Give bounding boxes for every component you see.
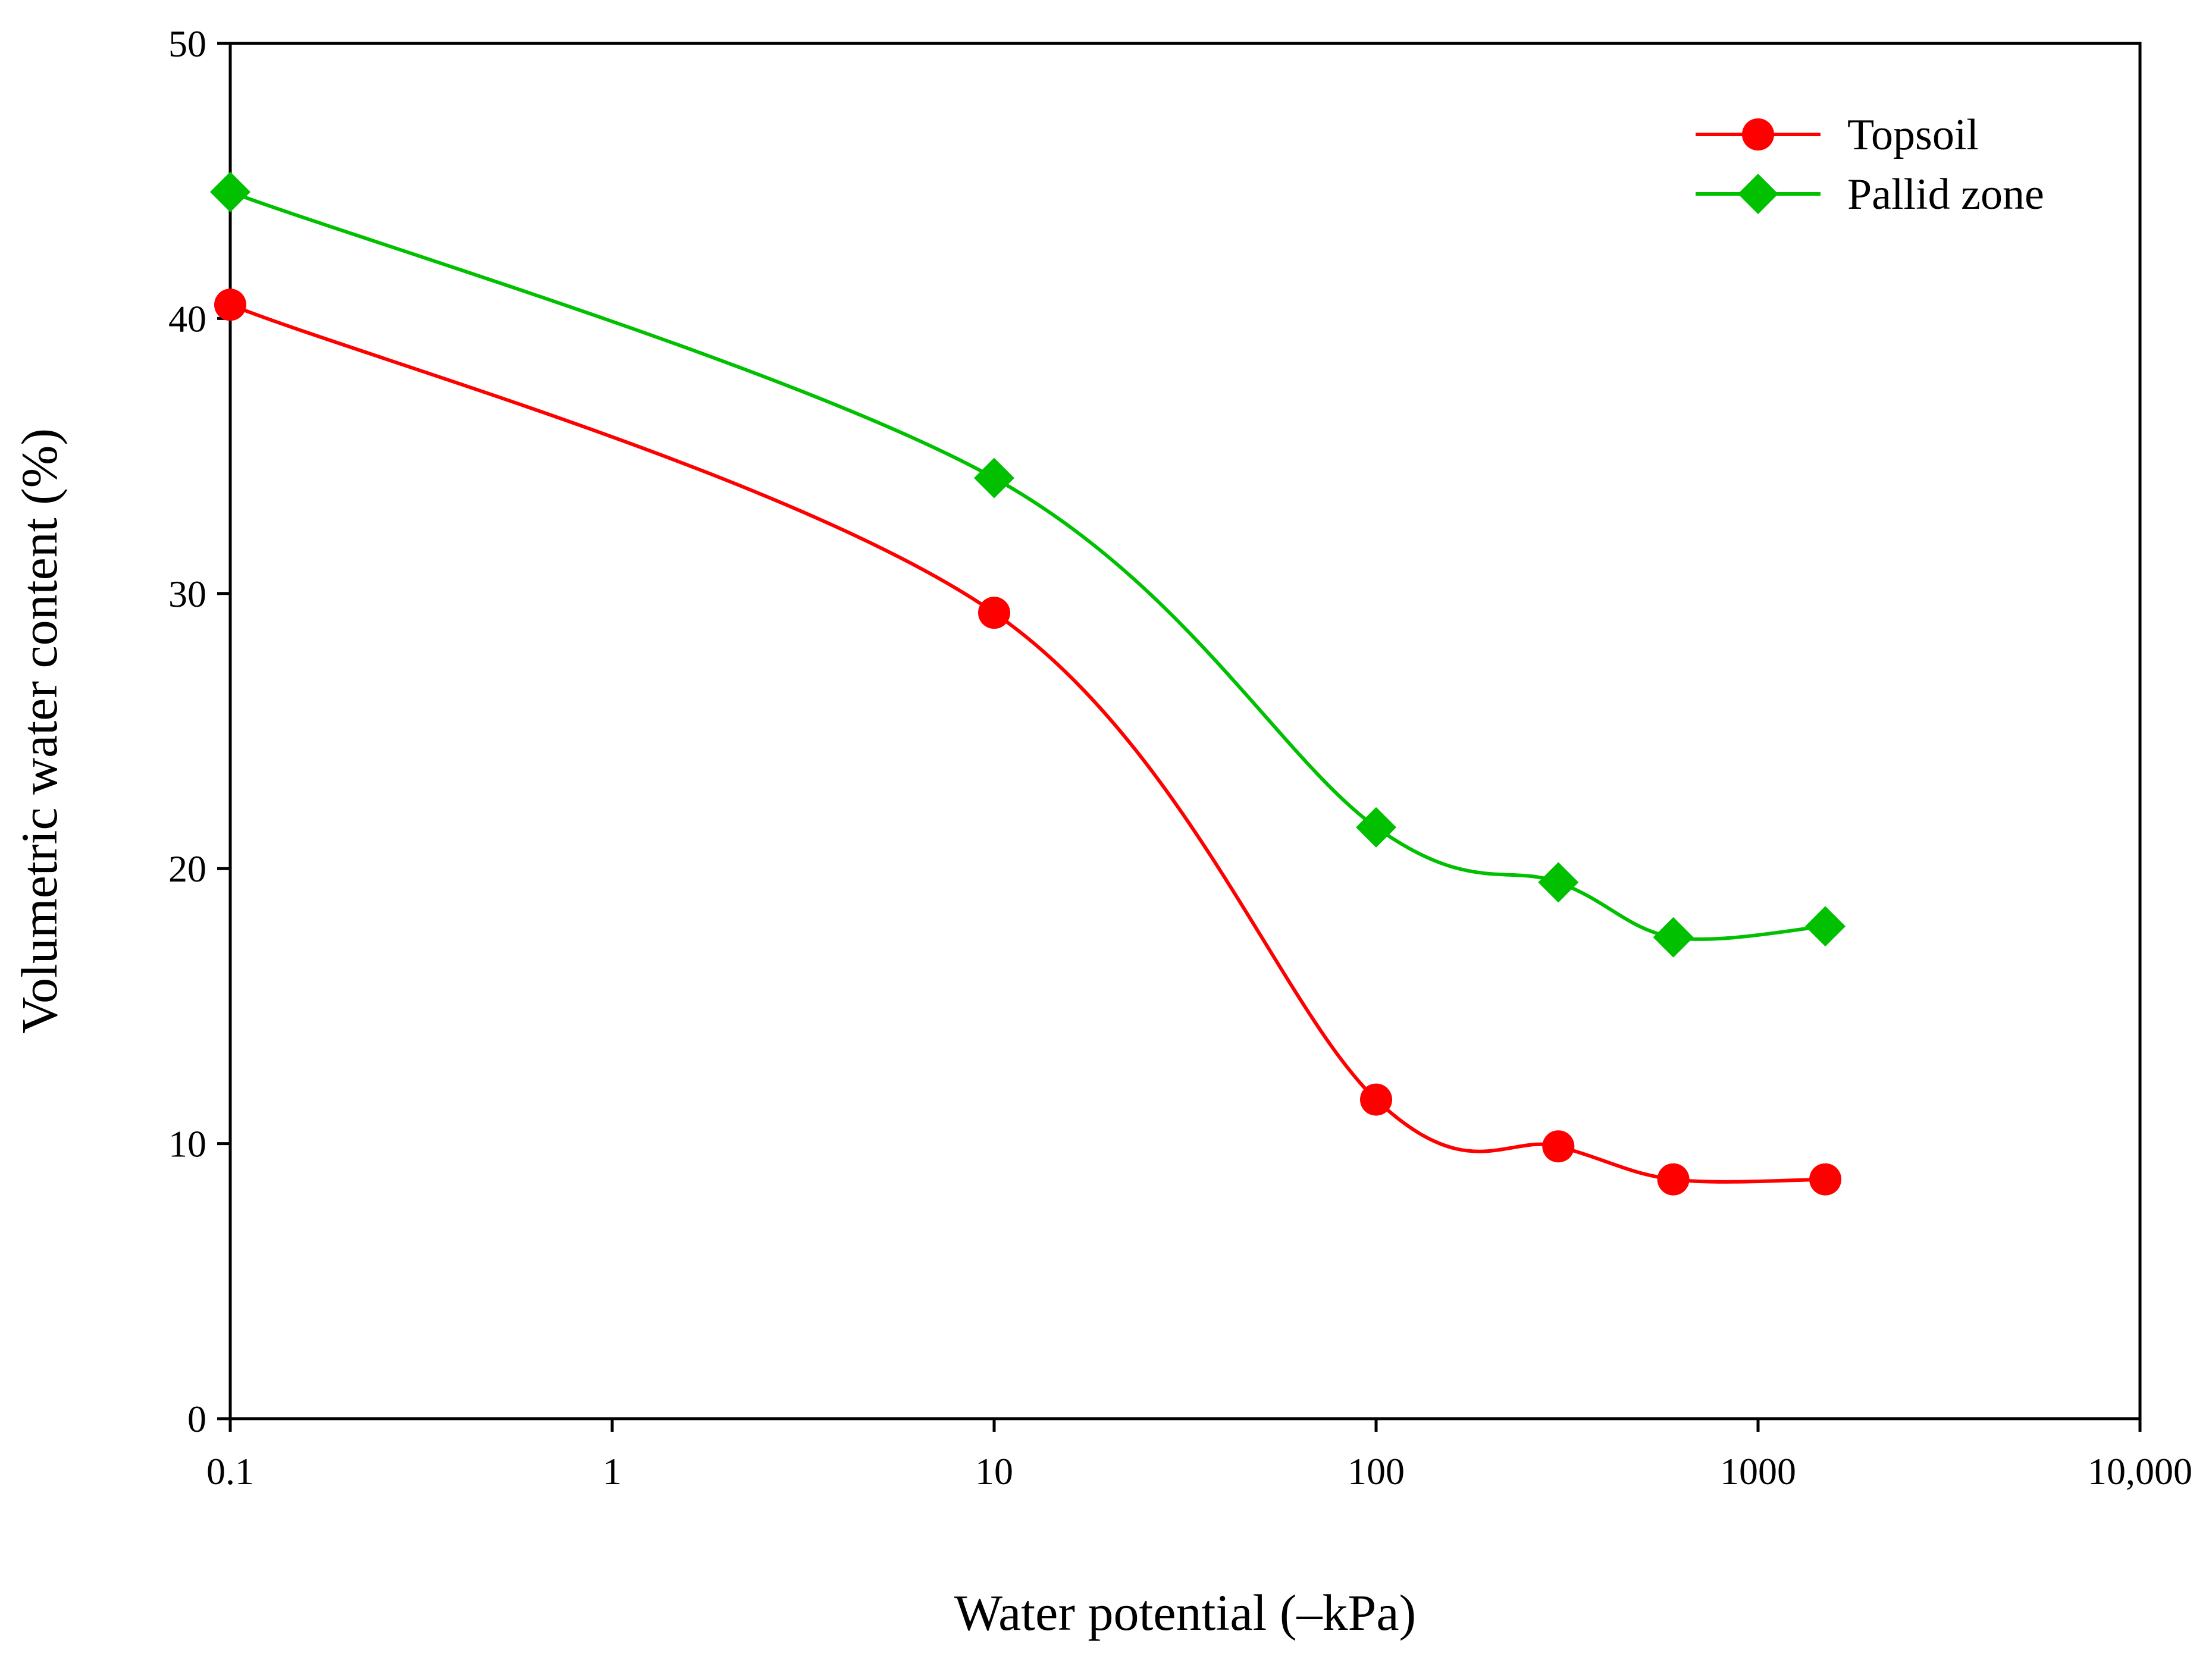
x-tick-label: 100 — [1348, 1450, 1405, 1492]
y-tick-label: 40 — [168, 297, 206, 340]
series-pallid-zone — [210, 171, 1846, 958]
plot-frame — [228, 42, 2142, 1420]
y-tick-label: 10 — [168, 1123, 206, 1165]
y-tick-label: 50 — [168, 23, 206, 65]
x-axis-title: Water potential (–kPa) — [954, 1584, 1416, 1641]
topsoil-point — [978, 597, 1010, 629]
y-tick-label: 0 — [187, 1398, 206, 1440]
series-layer — [210, 171, 1846, 1196]
legend: Topsoil Pallid zone — [1696, 111, 2044, 219]
pallid-zone-point — [210, 171, 250, 212]
y-tick-label: 20 — [168, 848, 206, 890]
topsoil-point — [214, 288, 246, 321]
topsoil-line — [229, 303, 1826, 1184]
pallid-zone-point — [1538, 862, 1579, 903]
series-topsoil — [214, 288, 1842, 1196]
legend-marker — [1738, 174, 1778, 214]
legend-label: Pallid zone — [1847, 170, 2044, 219]
legend-item-topsoil: Topsoil — [1696, 111, 1979, 159]
x-tick-label: 10,000 — [2088, 1450, 2192, 1492]
pallid-zone-point — [1805, 906, 1846, 947]
topsoil-point — [1657, 1163, 1690, 1196]
y-axis-title: Volumetric water content (%) — [11, 428, 68, 1034]
legend-item-pallid-zone: Pallid zone — [1696, 170, 2044, 219]
legend-label: Topsoil — [1847, 111, 1979, 159]
x-tick-label: 0.1 — [206, 1450, 254, 1492]
y-tick-label: 30 — [168, 573, 206, 615]
pallid-zone-point — [1356, 807, 1396, 848]
topsoil-point — [1809, 1163, 1842, 1196]
topsoil-point — [1542, 1130, 1575, 1163]
legend-marker — [1742, 118, 1774, 150]
pallid-zone-point — [1653, 917, 1694, 958]
pallid-zone-point — [974, 457, 1014, 498]
topsoil-point — [1360, 1083, 1392, 1116]
x-axis: 0.1 1 10 100 1000 10,000 — [206, 1419, 2192, 1492]
x-tick-label: 1 — [603, 1450, 622, 1492]
y-axis: 0 10 20 30 40 50 — [168, 23, 230, 1440]
x-tick-label: 1000 — [1720, 1450, 1796, 1492]
pallid-zone-line — [229, 190, 1826, 941]
x-tick-label: 10 — [975, 1450, 1013, 1492]
